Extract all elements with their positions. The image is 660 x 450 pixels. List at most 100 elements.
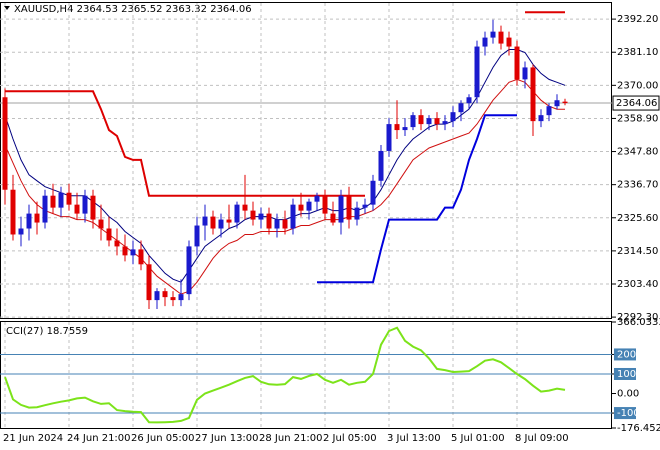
candle-body (530, 67, 536, 122)
candle-body (218, 219, 224, 229)
candle-body (370, 180, 376, 205)
candle-body (202, 216, 208, 226)
y-tick-label: 100 (617, 369, 636, 380)
candle-body (522, 67, 528, 80)
y-tick-label: 2381.10 (617, 47, 658, 58)
cci-title: CCI(27) 18.7559 (6, 326, 88, 337)
candle-body (34, 213, 40, 223)
candle-body (258, 213, 264, 220)
candle-body (282, 219, 288, 229)
candle-body (506, 37, 512, 47)
indicator-line (4, 326, 566, 424)
candle-body (466, 97, 472, 104)
y-tick-label: -176.4528 (617, 423, 660, 434)
candle-body (346, 195, 352, 220)
candle-body (338, 195, 344, 223)
candle-body (26, 213, 32, 229)
main-frame (0, 2, 612, 319)
candle-body (170, 297, 176, 301)
y-tick-label: 2336.70 (617, 180, 658, 191)
candle-body (450, 112, 456, 122)
candle-body (426, 118, 432, 125)
candle-body (362, 204, 368, 208)
candle-body (178, 294, 184, 301)
candle-body (314, 195, 320, 202)
y-tick-label: 0.00 (617, 389, 639, 400)
candle-body (114, 240, 120, 247)
candle-body (378, 150, 384, 181)
y-tick-label: 366.0333 (617, 317, 660, 328)
candle-body (330, 213, 336, 223)
candle-body (234, 204, 240, 223)
candle-body (402, 127, 408, 131)
candle-body (250, 210, 256, 220)
candle-body (498, 31, 504, 44)
x-tick-label: 3 Jul 13:00 (387, 433, 441, 444)
candle-body (266, 213, 272, 229)
candle-body (162, 291, 168, 298)
candle-body (274, 219, 280, 229)
candle-body (18, 228, 24, 235)
x-tick-label: 2 Jul 05:00 (323, 433, 377, 444)
cci-frame (0, 321, 612, 429)
menu-arrow (4, 6, 10, 10)
y-tick-label: 2303.40 (617, 279, 658, 290)
candle-body (98, 219, 104, 229)
candle-body (138, 249, 144, 265)
candle-body (74, 204, 80, 214)
candle-body (82, 195, 88, 214)
candle-body (154, 291, 160, 301)
candle-body (538, 115, 544, 122)
x-tick-label: 26 Jun 05:00 (131, 433, 195, 444)
y-tick-label: 2325.60 (617, 213, 658, 224)
y-tick-label: 2370.00 (617, 80, 658, 91)
y-tick-label: 2314.50 (617, 246, 658, 257)
candle-body (562, 101, 568, 104)
candle-body (474, 46, 480, 98)
current-price-box (612, 95, 660, 111)
candle-body (50, 195, 56, 208)
level-label-box (614, 348, 636, 361)
candle-body (194, 225, 200, 247)
y-tick-label: 2358.90 (617, 113, 658, 124)
candle-body (186, 246, 192, 295)
candle-body (10, 189, 16, 235)
candle-body (66, 192, 72, 205)
candle-body (386, 124, 392, 151)
candle-body (130, 249, 136, 256)
indicator-line (5, 11, 565, 197)
candle-body (514, 46, 520, 80)
candle-body (322, 195, 328, 214)
x-tick-label: 5 Jul 01:00 (451, 433, 505, 444)
candle-body (58, 192, 64, 208)
candle-body (290, 204, 296, 229)
candle-body (410, 115, 416, 128)
level-label-box (614, 367, 636, 380)
y-tick-label: 2392.20 (617, 14, 658, 25)
indicator-line (4, 78, 565, 295)
level-label-box (614, 407, 636, 420)
candle-body (242, 204, 248, 211)
x-tick-label: 8 Jul 09:00 (515, 433, 569, 444)
candle-body (554, 100, 560, 107)
x-tick-label: 27 Jun 13:00 (195, 433, 259, 444)
indicator-line (317, 114, 517, 284)
candle-body (434, 118, 440, 125)
y-tick-label: -100 (617, 408, 640, 419)
x-tick-label: 21 Jun 2024 (3, 433, 63, 444)
candle-body (418, 115, 424, 125)
candle-body (298, 204, 304, 211)
candle-body (122, 246, 128, 256)
current-price-label: 2364.06 (616, 98, 657, 109)
y-tick-label: 2347.80 (617, 147, 658, 158)
x-tick-label: 28 Jun 21:00 (259, 433, 323, 444)
candle-body (394, 124, 400, 131)
candle-body (2, 97, 8, 190)
x-tick-label: 24 Jun 21:00 (67, 433, 131, 444)
indicator-line (4, 49, 566, 283)
candle-body (482, 37, 488, 47)
candle-body (226, 219, 232, 223)
candle-body (442, 121, 448, 125)
